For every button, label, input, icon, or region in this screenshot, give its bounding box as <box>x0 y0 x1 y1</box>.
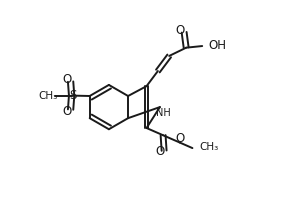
Text: O: O <box>155 145 164 158</box>
Text: O: O <box>62 73 72 87</box>
Text: O: O <box>176 132 185 145</box>
Text: O: O <box>175 24 184 37</box>
Text: NH: NH <box>156 108 170 118</box>
Text: CH₃: CH₃ <box>38 91 58 101</box>
Text: CH₃: CH₃ <box>199 142 218 152</box>
Text: OH: OH <box>208 38 226 52</box>
Text: S: S <box>69 89 76 102</box>
Text: O: O <box>62 105 72 118</box>
